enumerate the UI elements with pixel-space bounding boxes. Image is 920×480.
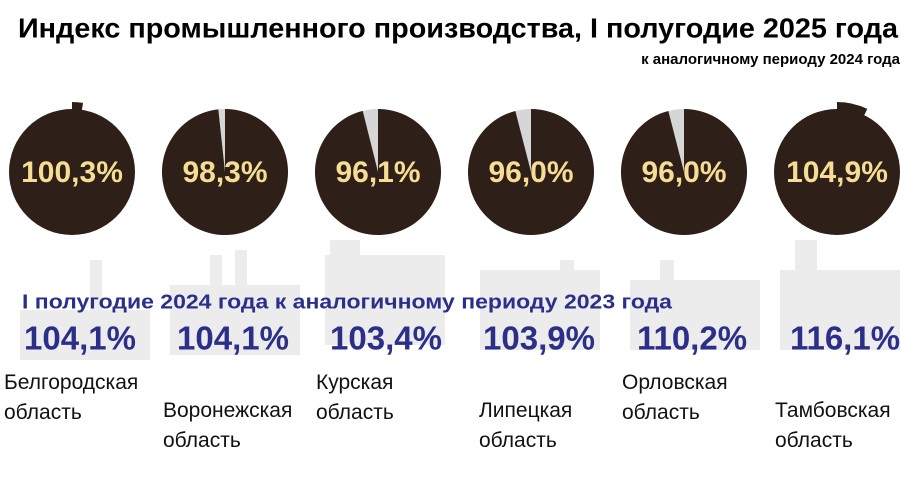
region-name: Тамбовская область xyxy=(775,399,891,452)
previous-value: 103,9% xyxy=(483,320,595,357)
pie-label: 100,3% xyxy=(21,156,123,189)
previous-value: 110,2% xyxy=(637,320,747,357)
previous-value: 104,1% xyxy=(24,320,136,357)
pie-label: 104,9% xyxy=(786,156,888,189)
chart-title: Индекс промышленного производства, I пол… xyxy=(18,12,898,43)
region-name: Курская область xyxy=(316,371,394,424)
pie-label: 96,0% xyxy=(488,156,573,189)
previous-value: 116,1% xyxy=(790,320,900,357)
factory-background xyxy=(20,240,900,360)
chart-subtitle: к аналогичному периоду 2024 года xyxy=(641,51,901,68)
region-name: Белгородская область xyxy=(4,371,139,424)
pie-label: 96,0% xyxy=(641,156,726,189)
region-name: Липецкая область xyxy=(479,399,573,452)
previous-value: 103,4% xyxy=(330,320,442,357)
region-name: Воронежская область xyxy=(163,399,293,452)
series-heading: I полугодие 2024 года к аналогичному пер… xyxy=(22,291,673,313)
pie-label: 96,1% xyxy=(335,156,420,189)
pie-slice xyxy=(315,109,442,235)
pie-slice xyxy=(161,109,288,235)
pie-label: 98,3% xyxy=(182,156,267,189)
previous-value: 104,1% xyxy=(177,320,289,357)
pie-slice xyxy=(467,109,595,236)
pie-slice xyxy=(774,109,900,235)
region-name: Орловская область xyxy=(622,371,728,424)
pie-slice xyxy=(9,109,135,235)
pie-slice xyxy=(621,109,748,236)
